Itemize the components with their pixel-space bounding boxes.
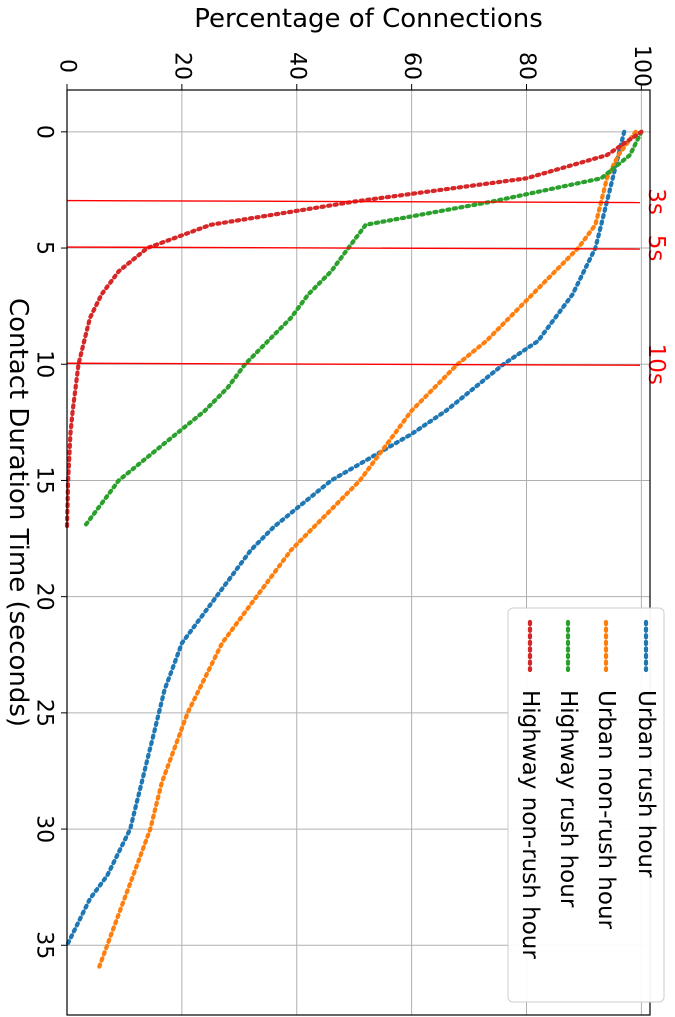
series-line-1 (64, 129, 627, 948)
x-tick-label: 0 (32, 125, 57, 139)
legend-label-3: Highway rush hour (555, 690, 581, 908)
legend-label-1: Urban rush hour (633, 690, 659, 878)
series-line-3 (82, 129, 644, 530)
x-tick-label: 5 (31, 241, 56, 255)
y-tick-label: 0 (55, 59, 80, 73)
y-tick-label: 20 (169, 52, 194, 80)
annotation-label: 3s (643, 188, 669, 215)
annotation-label: 10s (643, 344, 669, 385)
x-tick-label: 20 (32, 583, 57, 611)
legend-label-4: Highway non-rush hour (517, 690, 543, 959)
x-tick-label: 25 (32, 699, 57, 727)
y-axis-label: Percentage of Connections (194, 4, 543, 34)
plot-frame (66, 89, 651, 1016)
x-tick-label: 10 (32, 350, 57, 378)
legend: Urban rush hour Urban non-rush hour Highwa… (507, 607, 665, 1003)
annotations-group: 3s 5s 10s (66, 188, 669, 385)
series-line-4 (64, 129, 644, 530)
x-axis-label: Contact Duration Time (seconds) (3, 298, 33, 727)
legend-label-2: Urban non-rush hour (593, 690, 619, 930)
x-tick-label: 30 (32, 815, 57, 843)
annotation-line (66, 246, 641, 250)
y-tick-label: 80 (514, 52, 539, 80)
series-line-2 (96, 129, 638, 971)
annotation-line (66, 199, 641, 204)
y-tick-label: 100 (629, 45, 654, 87)
annotation-line (66, 362, 641, 366)
y-tick-label: 60 (399, 52, 424, 80)
series-group (64, 129, 644, 971)
y-tick-label: 40 (284, 52, 309, 80)
legend-box (507, 607, 665, 1003)
x-tick-label: 35 (32, 931, 57, 959)
annotation-label: 5s (643, 235, 669, 262)
x-tick-label: 15 (32, 466, 57, 494)
ticks-group: 0 5 10 15 20 25 30 35 0 20 40 60 80 100 (31, 45, 653, 959)
